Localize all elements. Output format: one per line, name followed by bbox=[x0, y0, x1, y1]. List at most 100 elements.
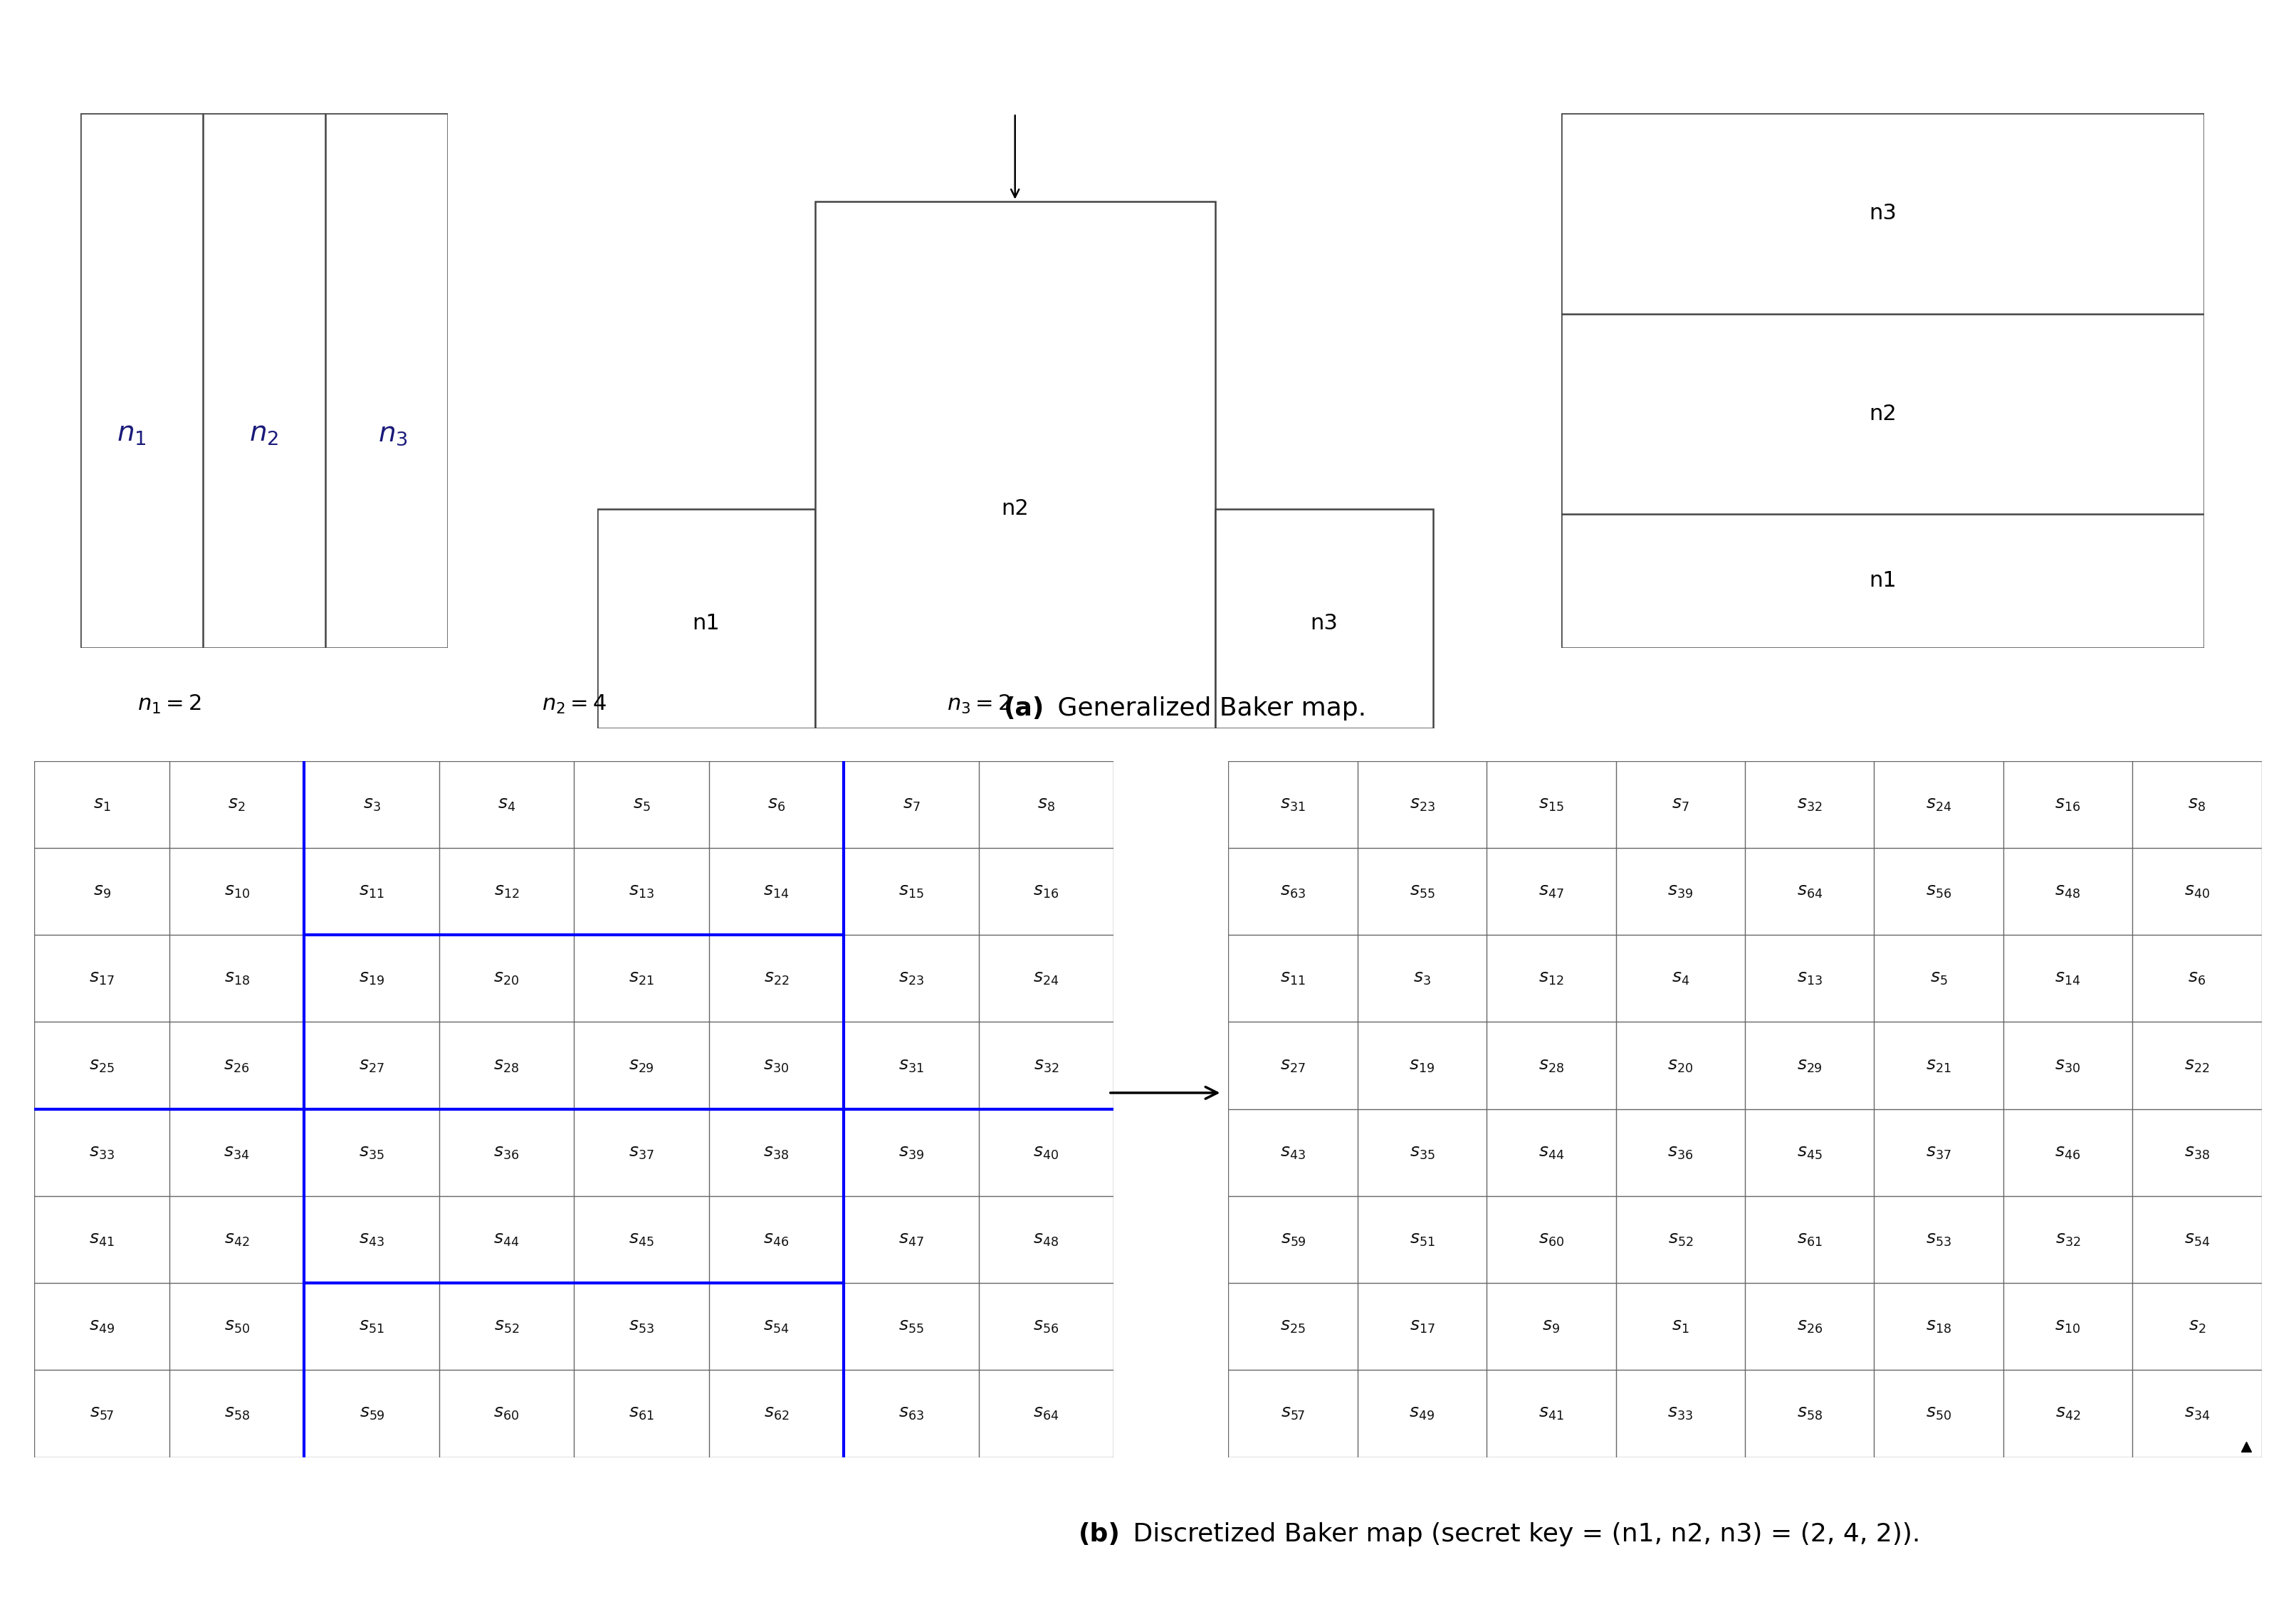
Text: $s_{43}$: $s_{43}$ bbox=[1281, 1145, 1306, 1161]
Text: $s_{47}$: $s_{47}$ bbox=[898, 1230, 923, 1248]
Text: $s_{51}$: $s_{51}$ bbox=[1410, 1230, 1435, 1248]
Text: $s_2$: $s_2$ bbox=[2188, 1318, 2206, 1336]
Text: $s_{28}$: $s_{28}$ bbox=[494, 1057, 519, 1073]
Text: $s_{35}$: $s_{35}$ bbox=[358, 1145, 383, 1161]
Text: $s_{30}$: $s_{30}$ bbox=[765, 1057, 790, 1073]
Text: $s_{34}$: $s_{34}$ bbox=[225, 1145, 250, 1161]
Text: $s_{40}$: $s_{40}$ bbox=[1033, 1145, 1058, 1161]
Text: $s_{53}$: $s_{53}$ bbox=[629, 1318, 654, 1336]
Text: (b): (b) bbox=[1079, 1522, 1120, 1546]
Text: $s_{26}$: $s_{26}$ bbox=[1798, 1318, 1823, 1336]
Text: $s_{21}$: $s_{21}$ bbox=[629, 970, 654, 988]
Text: $s_{14}$: $s_{14}$ bbox=[2055, 970, 2080, 988]
Text: $s_{19}$: $s_{19}$ bbox=[1410, 1057, 1435, 1073]
Text: $s_{34}$: $s_{34}$ bbox=[2183, 1405, 2209, 1421]
Text: $s_{23}$: $s_{23}$ bbox=[898, 970, 923, 988]
Text: $s_{36}$: $s_{36}$ bbox=[1667, 1145, 1692, 1161]
Text: $n_3 = 2$: $n_3 = 2$ bbox=[946, 693, 1010, 716]
Text: $s_{36}$: $s_{36}$ bbox=[494, 1145, 519, 1161]
Text: $s_{23}$: $s_{23}$ bbox=[1410, 797, 1435, 813]
Text: $s_{25}$: $s_{25}$ bbox=[90, 1057, 115, 1073]
Bar bbox=[597, 508, 815, 729]
Text: $s_{15}$: $s_{15}$ bbox=[898, 882, 923, 900]
Text: $s_5$: $s_5$ bbox=[634, 797, 650, 813]
Text: $s_5$: $s_5$ bbox=[1931, 970, 1947, 988]
Text: n1: n1 bbox=[691, 612, 721, 633]
Text: $n_1 = 2$: $n_1 = 2$ bbox=[138, 693, 202, 716]
Text: $s_{10}$: $s_{10}$ bbox=[2055, 1318, 2080, 1336]
Text: $s_{58}$: $s_{58}$ bbox=[225, 1405, 250, 1421]
Text: $s_1$: $s_1$ bbox=[94, 797, 110, 813]
Text: $s_{43}$: $s_{43}$ bbox=[358, 1230, 383, 1248]
Text: $s_{44}$: $s_{44}$ bbox=[1538, 1145, 1564, 1161]
Text: $s_{49}$: $s_{49}$ bbox=[1410, 1405, 1435, 1421]
Text: $s_{59}$: $s_{59}$ bbox=[1281, 1230, 1306, 1248]
Text: $s_{45}$: $s_{45}$ bbox=[629, 1230, 654, 1248]
Text: $s_{29}$: $s_{29}$ bbox=[1798, 1057, 1823, 1073]
Text: $s_{48}$: $s_{48}$ bbox=[1033, 1230, 1058, 1248]
Text: $s_{18}$: $s_{18}$ bbox=[225, 970, 250, 988]
Text: $s_{15}$: $s_{15}$ bbox=[1538, 797, 1564, 813]
Text: $s_{11}$: $s_{11}$ bbox=[1281, 970, 1306, 988]
Text: $s_{52}$: $s_{52}$ bbox=[494, 1318, 519, 1336]
Text: $s_{56}$: $s_{56}$ bbox=[1033, 1318, 1058, 1336]
Text: $s_{54}$: $s_{54}$ bbox=[2183, 1230, 2209, 1248]
Text: $s_{55}$: $s_{55}$ bbox=[1410, 882, 1435, 900]
Text: $n_2 = 4$: $n_2 = 4$ bbox=[542, 693, 606, 716]
Text: $s_{13}$: $s_{13}$ bbox=[1798, 970, 1823, 988]
Text: $s_{22}$: $s_{22}$ bbox=[765, 970, 790, 988]
Text: $s_{16}$: $s_{16}$ bbox=[1033, 882, 1058, 900]
Text: $s_{61}$: $s_{61}$ bbox=[1798, 1230, 1823, 1248]
Text: $s_{24}$: $s_{24}$ bbox=[1926, 797, 1952, 813]
Text: $s_{42}$: $s_{42}$ bbox=[2055, 1405, 2080, 1421]
Text: $s_{19}$: $s_{19}$ bbox=[358, 970, 383, 988]
Text: $s_{32}$: $s_{32}$ bbox=[1033, 1057, 1058, 1073]
Text: $s_{46}$: $s_{46}$ bbox=[765, 1230, 790, 1248]
Text: $s_{35}$: $s_{35}$ bbox=[1410, 1145, 1435, 1161]
Text: $s_{40}$: $s_{40}$ bbox=[2183, 882, 2209, 900]
Text: $s_2$: $s_2$ bbox=[227, 797, 246, 813]
Text: $s_{24}$: $s_{24}$ bbox=[1033, 970, 1058, 988]
Text: n3: n3 bbox=[1311, 612, 1339, 633]
Text: $s_{20}$: $s_{20}$ bbox=[494, 970, 519, 988]
Text: $s_3$: $s_3$ bbox=[363, 797, 381, 813]
Text: $s_{48}$: $s_{48}$ bbox=[2055, 882, 2080, 900]
Text: $s_{54}$: $s_{54}$ bbox=[765, 1318, 790, 1336]
Text: $s_{59}$: $s_{59}$ bbox=[358, 1405, 383, 1421]
Text: $s_{20}$: $s_{20}$ bbox=[1667, 1057, 1692, 1073]
Text: $s_{27}$: $s_{27}$ bbox=[358, 1057, 383, 1073]
Text: $s_{39}$: $s_{39}$ bbox=[1667, 882, 1692, 900]
Text: $s_{37}$: $s_{37}$ bbox=[629, 1145, 654, 1161]
Text: $s_{11}$: $s_{11}$ bbox=[358, 882, 383, 900]
Text: $s_{44}$: $s_{44}$ bbox=[494, 1230, 519, 1248]
Text: $s_{28}$: $s_{28}$ bbox=[1538, 1057, 1564, 1073]
Text: $s_{38}$: $s_{38}$ bbox=[765, 1145, 790, 1161]
Text: $s_{57}$: $s_{57}$ bbox=[1281, 1405, 1304, 1421]
Text: $s_{56}$: $s_{56}$ bbox=[1926, 882, 1952, 900]
Text: $s_{33}$: $s_{33}$ bbox=[1667, 1405, 1692, 1421]
Text: $s_{32}$: $s_{32}$ bbox=[2055, 1230, 2080, 1248]
Bar bbox=[815, 201, 1215, 729]
Text: $s_8$: $s_8$ bbox=[2188, 797, 2206, 813]
Text: Discretized Baker map (secret key = (n1, n2, n3) = (2, 4, 2)).: Discretized Baker map (secret key = (n1,… bbox=[1125, 1522, 1919, 1546]
Text: $s_{63}$: $s_{63}$ bbox=[1281, 882, 1306, 900]
Text: $s_6$: $s_6$ bbox=[767, 797, 785, 813]
Text: $s_{31}$: $s_{31}$ bbox=[1281, 797, 1306, 813]
Bar bbox=[1215, 508, 1433, 729]
Text: $s_{64}$: $s_{64}$ bbox=[1798, 882, 1823, 900]
Text: $s_{14}$: $s_{14}$ bbox=[765, 882, 790, 900]
Text: $n_3$: $n_3$ bbox=[379, 421, 406, 447]
Text: $s_{22}$: $s_{22}$ bbox=[2183, 1057, 2209, 1073]
Text: $s_{50}$: $s_{50}$ bbox=[225, 1318, 250, 1336]
Text: n1: n1 bbox=[1869, 570, 1896, 591]
Text: $s_{41}$: $s_{41}$ bbox=[1538, 1405, 1564, 1421]
Text: $s_{29}$: $s_{29}$ bbox=[629, 1057, 654, 1073]
Text: n2: n2 bbox=[1001, 499, 1029, 520]
Text: $s_{42}$: $s_{42}$ bbox=[225, 1230, 250, 1248]
Text: $s_{46}$: $s_{46}$ bbox=[2055, 1145, 2080, 1161]
Text: (a): (a) bbox=[1003, 696, 1045, 720]
Text: $s_{26}$: $s_{26}$ bbox=[225, 1057, 250, 1073]
Text: $s_{60}$: $s_{60}$ bbox=[494, 1405, 519, 1421]
Text: $s_{52}$: $s_{52}$ bbox=[1667, 1230, 1692, 1248]
Text: $s_{60}$: $s_{60}$ bbox=[1538, 1230, 1564, 1248]
